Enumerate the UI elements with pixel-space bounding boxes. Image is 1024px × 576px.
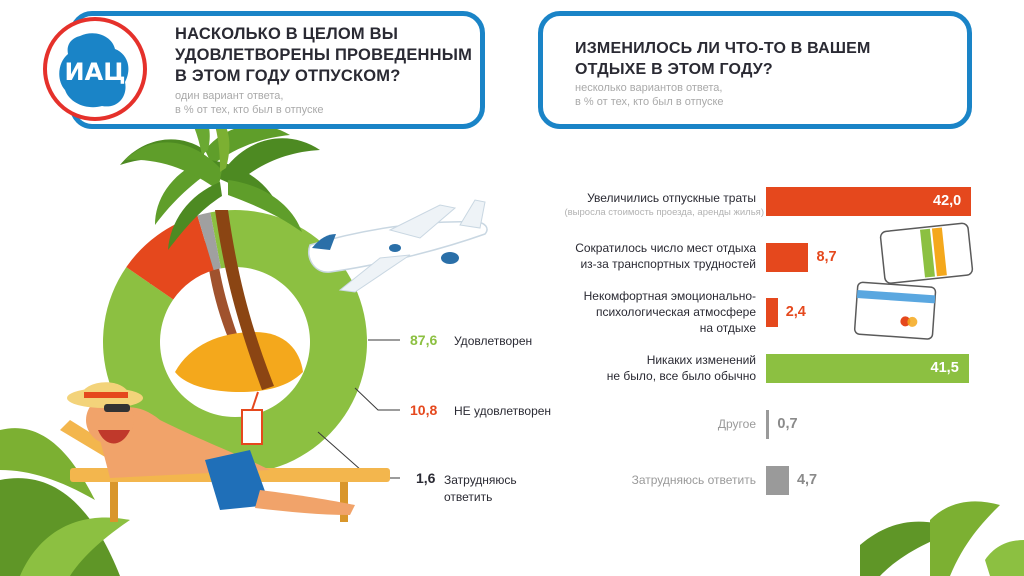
title-line: ОТДЫХЕ В ЭТОМ ГОДУ? <box>575 61 773 78</box>
title-line: НАСКОЛЬКО В ЦЕЛОМ ВЫ <box>175 25 399 43</box>
label-line: Затрудняюсь <box>444 473 517 487</box>
left-question-title: НАСКОЛЬКО В ЦЕЛОМ ВЫ УДОВЛЕТВОРЕНЫ ПРОВЕ… <box>175 24 472 87</box>
label-line: Никаких изменений <box>646 353 756 367</box>
bar <box>766 298 778 327</box>
bar <box>766 466 789 495</box>
bar <box>766 187 971 216</box>
logo: ИАЦ <box>40 14 150 124</box>
bar-label: Некомфортная эмоционально- психологическ… <box>584 288 756 336</box>
label-line: Сократилось число мест отдыха <box>575 241 756 255</box>
label-line: психологическая атмосфере <box>595 305 756 319</box>
right-question-note: несколько вариантов ответа, в % от тех, … <box>575 81 724 109</box>
note-line: несколько вариантов ответа, <box>575 82 723 94</box>
title-line: УДОВЛЕТВОРЕНЫ ПРОВЕДЕННЫМ <box>175 46 473 64</box>
logo-text: ИАЦ <box>65 58 126 86</box>
donut-slice-undecided <box>197 212 221 271</box>
slice-value-unsatisfied: 10,8 <box>410 402 438 418</box>
title-line: В ЭТОМ ГОДУ ОТПУСКОМ? <box>175 67 401 85</box>
label-line: не было, все было обычно <box>606 369 756 383</box>
label-line: Увеличились отпускные траты <box>587 191 756 205</box>
slice-label-undecided: Затрудняюсь ответить <box>444 472 517 506</box>
bar-value: 8,7 <box>816 249 837 265</box>
label-line: Другое <box>717 417 756 431</box>
sand-island-icon <box>175 332 303 392</box>
bar-value: 4,7 <box>796 472 818 488</box>
label-line: Затрудняюсь ответить <box>631 473 756 487</box>
slice-label-unsatisfied: НЕ удовлетворен <box>454 404 552 418</box>
bar-value: 41,5 <box>930 360 959 376</box>
bar-label: Затрудняюсь ответить <box>632 472 756 488</box>
note-line: один вариант ответа, <box>175 90 284 102</box>
bar <box>766 410 770 439</box>
bar-label: Другое <box>718 416 756 432</box>
note-line: в % от тех, кто был в отпуске <box>175 104 324 116</box>
label-line: из-за транспортных трудностей <box>580 257 756 271</box>
bar-label: Никаких изменений не было, все было обыч… <box>607 352 756 384</box>
bar-value: 0,7 <box>777 416 798 432</box>
right-question-panel: ИЗМЕНИЛОСЬ ЛИ ЧТО-ТО В ВАШЕМ ОТДЫХЕ В ЭТ… <box>538 11 972 129</box>
slice-value-satisfied: 87,6 <box>410 332 438 348</box>
title-line: ИЗМЕНИЛОСЬ ЛИ ЧТО-ТО В ВАШЕМ <box>575 40 871 57</box>
note-line: в % от тех, кто был в отпуске <box>575 96 724 108</box>
palm-leaves-bottom-right-icon <box>860 501 1024 576</box>
donut-slice-satisfied <box>102 210 367 475</box>
bar-sublabel: (выросла стоимость проезда, аренды жилья… <box>564 207 764 218</box>
label-line: ответить <box>444 490 493 504</box>
right-question-title: ИЗМЕНИЛОСЬ ЛИ ЧТО-ТО В ВАШЕМ ОТДЫХЕ В ЭТ… <box>575 38 871 80</box>
slice-value-undecided: 1,6 <box>416 470 436 486</box>
donut-slice-unsatisfied <box>126 215 214 300</box>
bar-value: 2,4 <box>785 304 806 320</box>
label-line: Некомфортная эмоционально- <box>583 289 756 303</box>
label-line: на отдыхе <box>699 321 756 335</box>
slice-label-satisfied: Удовлетворен <box>454 334 533 348</box>
bar-label: Увеличились отпускные траты <box>587 190 756 206</box>
bar-label: Сократилось число мест отдыха из-за тран… <box>575 240 756 272</box>
palm-trunk-icon <box>215 210 274 390</box>
bar <box>766 243 809 272</box>
palm-leaves-bottom-left-icon <box>0 428 130 576</box>
left-question-note: один вариант ответа, в % от тех, кто был… <box>175 89 324 117</box>
donut-chart-slices <box>102 210 367 475</box>
bar-value: 42,0 <box>933 193 962 209</box>
bar <box>766 354 969 383</box>
